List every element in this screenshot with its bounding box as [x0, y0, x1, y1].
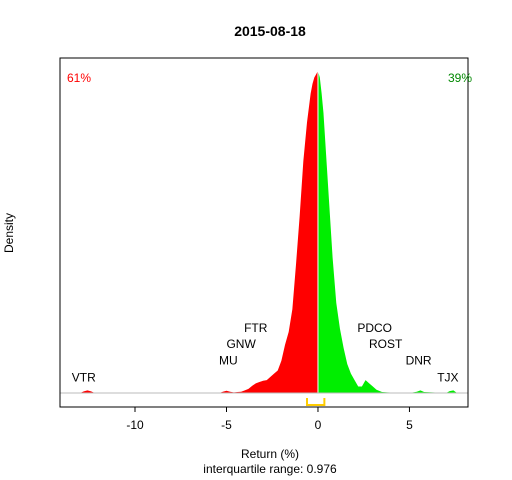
plot-frame [59, 57, 469, 408]
chart-title: 2015-08-18 [234, 23, 306, 39]
positive-density-area [317, 71, 458, 393]
y-axis-label: Density [2, 213, 16, 253]
negative-density-area [80, 71, 318, 393]
stock-label: DNR [406, 353, 432, 367]
stock-label: ROST [369, 337, 403, 351]
x-tick-label: -10 [126, 418, 144, 432]
stock-label: FTR [244, 321, 268, 335]
negative-share-label: 61% [67, 71, 91, 85]
iqr-subtitle: interquartile range: 0.976 [203, 462, 337, 476]
x-tick-label: -5 [221, 418, 232, 432]
positive-share-label: 39% [448, 71, 472, 85]
stock-label: MU [219, 353, 238, 367]
iqr-bracket [305, 398, 326, 406]
stock-label: PDCO [357, 321, 392, 335]
x-tick-label: 0 [315, 418, 322, 432]
stock-label: TJX [437, 370, 458, 384]
stock-label: VTR [72, 370, 96, 384]
stock-label: GNW [226, 337, 256, 351]
x-axis-label: Return (%) [241, 447, 299, 461]
density-fills [80, 71, 458, 393]
x-tick-label: 5 [406, 418, 413, 432]
